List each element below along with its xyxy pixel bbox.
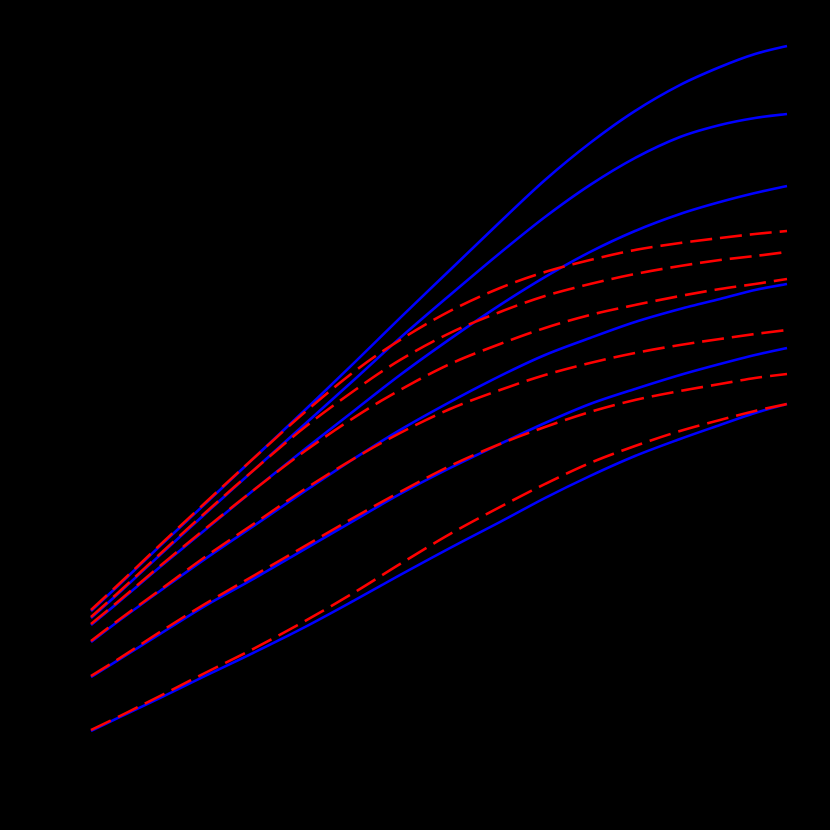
curve-blue-solid-6 bbox=[90, 402, 788, 733]
curve-blue-solid-5 bbox=[90, 346, 788, 679]
curve-red-dashed-2 bbox=[90, 250, 788, 618]
curve-red-dashed-6 bbox=[90, 402, 788, 732]
curve-red-dashed-5 bbox=[90, 372, 788, 678]
curve-blue-solid-1 bbox=[90, 44, 788, 612]
curve-red-dashed-4 bbox=[90, 328, 788, 643]
curve-blue-solid-4 bbox=[90, 282, 788, 644]
curve-red-dashed-1 bbox=[90, 229, 788, 611]
curve-layer bbox=[90, 44, 788, 733]
curve-red-dashed-3 bbox=[90, 277, 788, 626]
